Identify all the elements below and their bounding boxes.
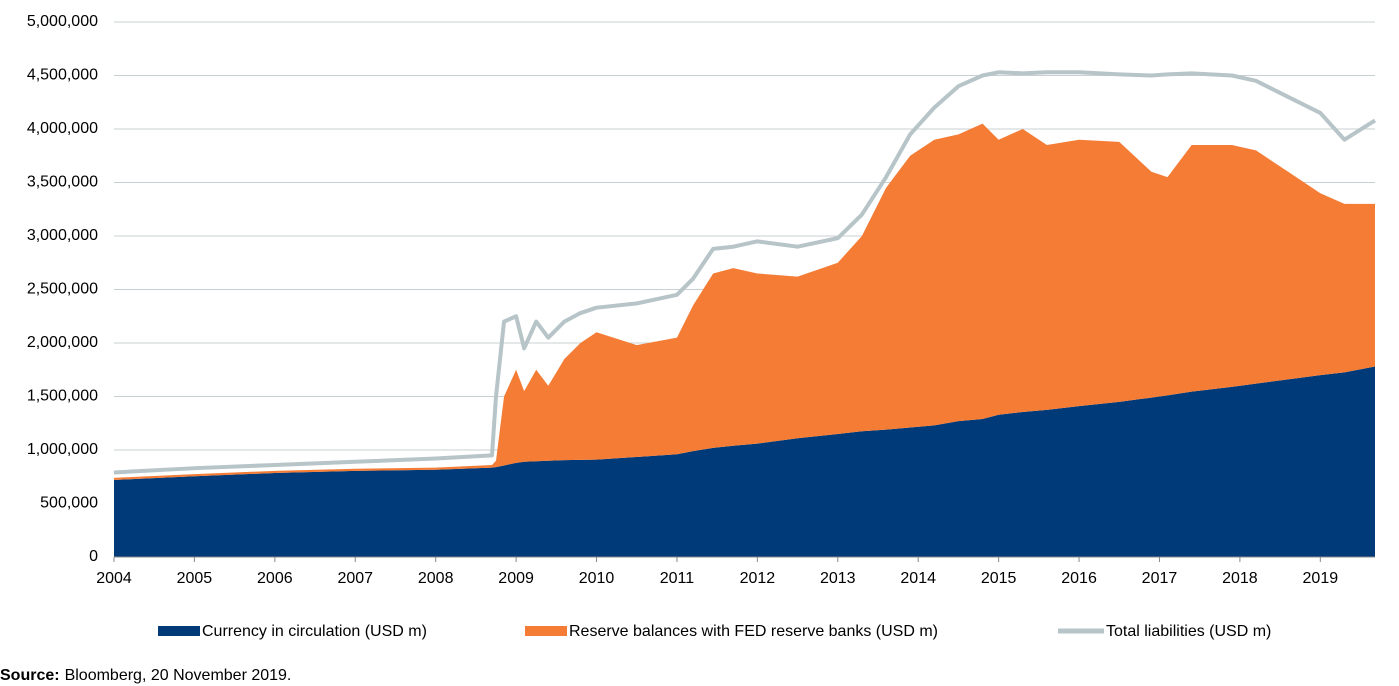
x-tick-label: 2017 [1142,570,1178,587]
x-tick-label: 2011 [660,570,695,587]
x-tick-label: 2015 [981,570,1017,587]
x-tick-label: 2010 [579,570,615,587]
y-tick-label: 4,000,000 [27,120,98,137]
x-tick-label: 2016 [1061,570,1097,587]
y-tick-label: 3,000,000 [27,227,98,244]
x-tick-label: 2012 [740,570,776,587]
y-tick-label: 500,000 [40,495,98,512]
y-tick-label: 5,000,000 [27,13,98,30]
x-tick-label: 2008 [418,570,454,587]
line [113,70,1377,475]
area [114,366,1375,557]
y-tick-label: 2,000,000 [27,334,98,351]
legend-label: Currency in circulation (USD m) [202,623,427,640]
y-tick-label: 0 [89,548,98,565]
x-tick-label: 2006 [257,570,293,587]
y-tick-label: 2,500,000 [27,281,98,298]
source-text: Bloomberg, 20 November 2019. [65,667,292,684]
x-tick-label: 2019 [1303,570,1339,587]
y-tick-label: 4,500,000 [27,67,98,84]
y-tick-label: 3,500,000 [27,174,98,191]
x-tick-label: 2004 [96,570,132,587]
y-tick-label: 1,000,000 [27,441,98,458]
area [114,123,1375,480]
source-label: Source: [0,667,60,684]
x-tick-label: 2013 [820,570,856,587]
x-tick-label: 2014 [900,570,936,587]
legend-swatch [525,626,567,636]
x-tick-label: 2005 [177,570,213,587]
legend-label: Reserve balances with FED reserve banks … [569,623,938,640]
x-tick-label: 2018 [1222,570,1258,587]
legend-label: Total liabilities (USD m) [1106,623,1271,640]
legend-swatch [158,626,200,636]
y-tick-label: 1,500,000 [27,388,98,405]
x-tick-label: 2009 [498,570,534,587]
source: Source: Bloomberg, 20 November 2019. [0,667,291,684]
x-tick-label: 2007 [337,570,373,587]
